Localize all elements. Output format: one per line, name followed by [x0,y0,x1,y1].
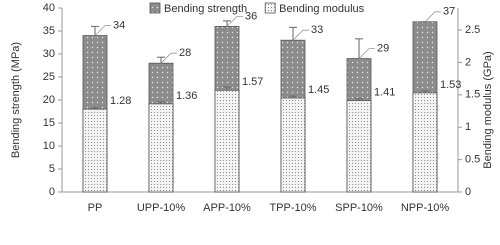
data-label: 29 [377,43,389,55]
legend-swatch [149,2,161,14]
y-tick-label: 0 [49,186,55,198]
label-leader [160,52,177,64]
y2-tick-label: 2 [465,56,471,68]
bar [280,97,306,193]
y-axis-title: Bending strength (MPa) [10,42,22,158]
data-label: 1.28 [110,95,131,107]
legend-swatch [264,2,276,14]
y2-tick-label: 1 [465,121,471,133]
data-label: 28 [179,47,191,59]
label-leader [94,25,111,36]
data-label: 34 [113,20,125,32]
y-tick-label: 35 [43,25,55,37]
y-tick-label: 40 [43,2,55,14]
bar [82,108,108,193]
bar [148,103,174,193]
data-label: 1.57 [242,76,263,88]
y-tick-label: 30 [43,48,55,60]
data-label: 1.53 [440,79,461,91]
data-label: 1.41 [374,87,395,99]
legend-label: Bending modulus [279,3,365,15]
label-leader [292,29,309,41]
y-tick-label: 5 [49,163,55,175]
data-label: 36 [245,10,257,22]
label-leader [358,48,375,59]
y2-axis-title: Bending modulus (GPa) [482,51,494,168]
legend-label: Bending strength [164,3,247,15]
y-tick-label: 25 [43,71,55,83]
y2-tick-label: 0.5 [465,154,480,166]
y2-tick-label: 0 [465,186,471,198]
bar [214,89,240,193]
x-tick-label: NPP-10% [401,202,450,214]
data-label: 1.45 [308,84,329,96]
data-label: 37 [443,6,455,18]
label-leader [226,15,243,27]
data-label: 1.36 [176,90,197,102]
data-label: 33 [311,24,323,36]
y-tick-label: 15 [43,117,55,129]
x-tick-label: SPP-10% [335,202,383,214]
bar [412,92,438,193]
y-tick-label: 20 [43,94,55,106]
y2-tick-label: 2.5 [465,24,480,36]
y-tick-label: 10 [43,140,55,152]
x-tick-label: APP-10% [203,202,251,214]
label-leader [424,11,441,23]
bar [346,100,372,193]
x-tick-label: PP [88,202,103,214]
y2-tick-label: 1.5 [465,89,480,101]
x-tick-label: TPP-10% [269,202,316,214]
x-tick-label: UPP-10% [137,202,186,214]
